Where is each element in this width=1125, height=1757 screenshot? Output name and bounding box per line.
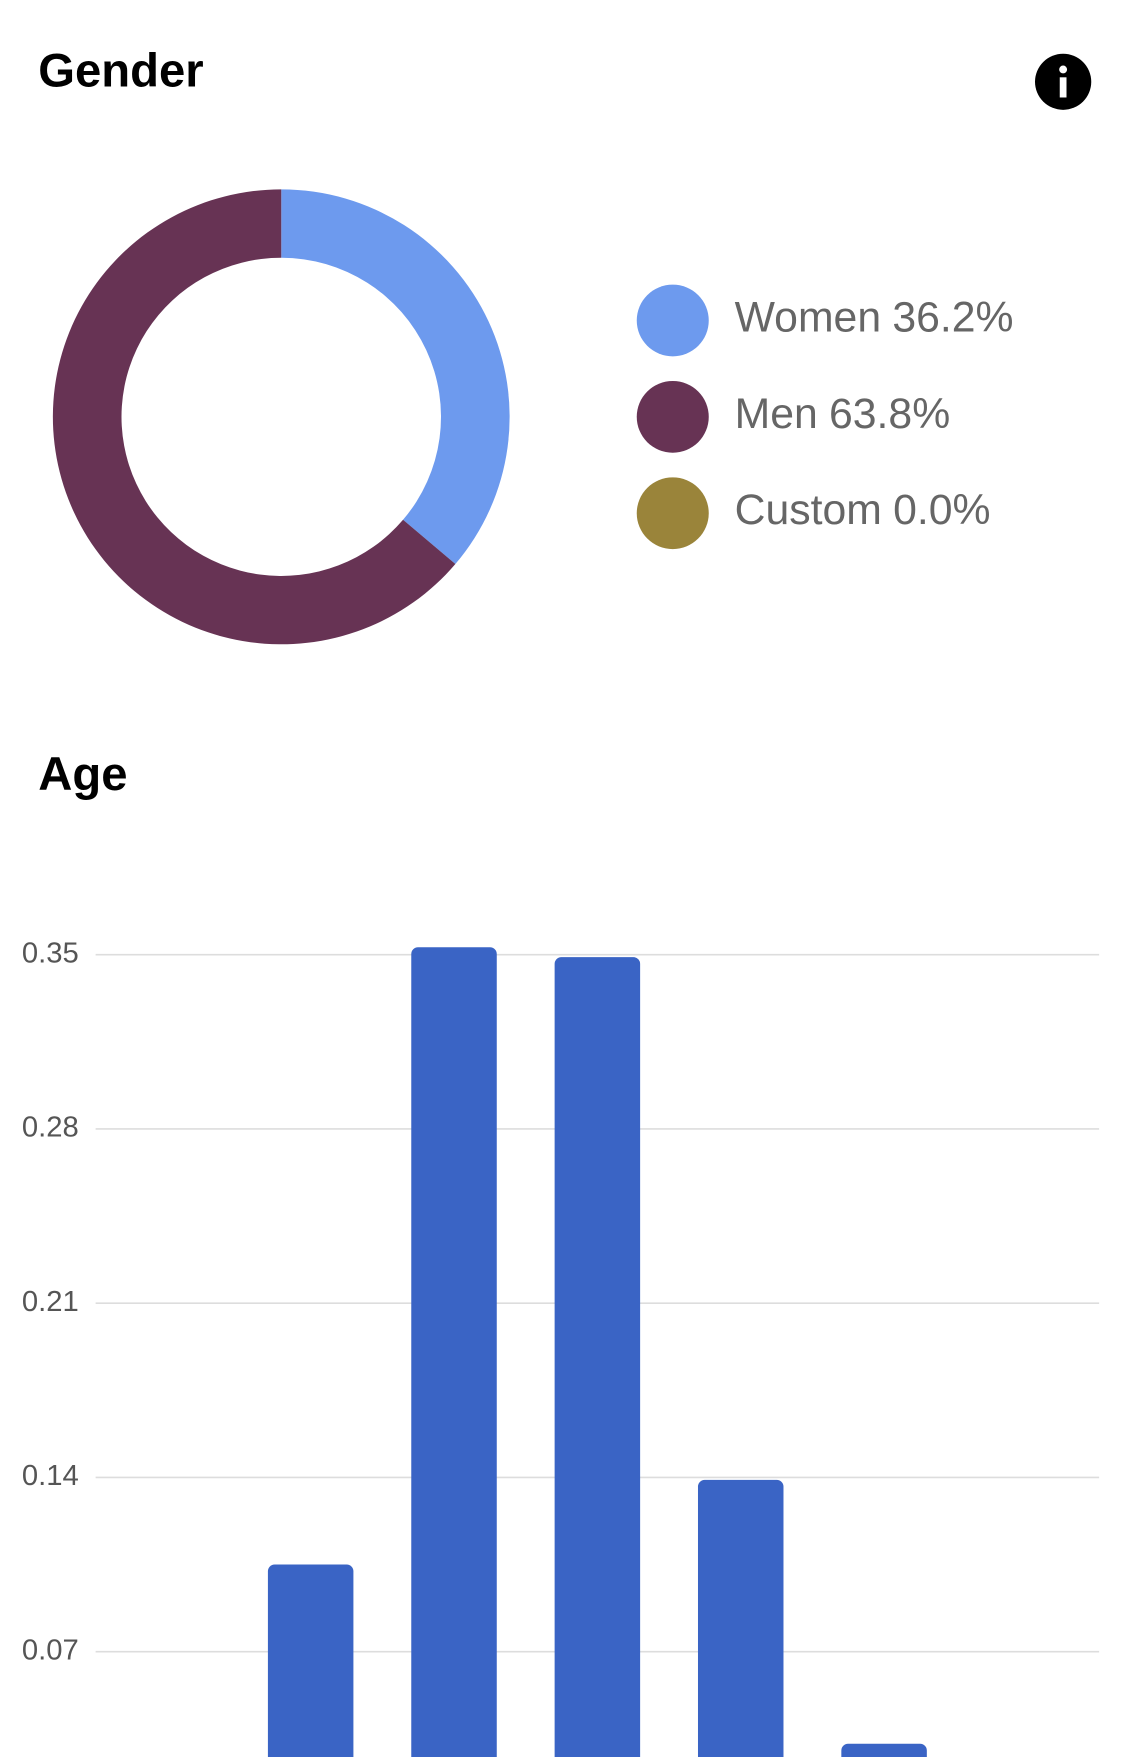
bar xyxy=(697,1479,784,1757)
donut-segment xyxy=(281,189,510,565)
legend-value: 0.0% xyxy=(893,487,990,535)
gender-title: Gender xyxy=(38,43,203,96)
donut-segment xyxy=(52,189,456,645)
info-stem xyxy=(1059,77,1067,98)
y-tick-label: 0.14 xyxy=(22,1460,79,1492)
bar xyxy=(554,957,641,1757)
legend-swatch xyxy=(636,380,709,453)
bar xyxy=(267,1564,354,1757)
info-dot xyxy=(1059,65,1068,74)
legend-category: Women xyxy=(735,294,881,342)
legend-value: 36.2% xyxy=(892,294,1013,342)
y-tick-label: 0.21 xyxy=(22,1286,79,1318)
age-title: Age xyxy=(38,747,127,800)
legend-category: Custom xyxy=(735,487,882,535)
legend-label: Men 63.8% xyxy=(735,390,951,438)
legend-value: 63.8% xyxy=(829,390,950,438)
bar xyxy=(411,947,497,1757)
y-tick-label: 0.28 xyxy=(22,1112,79,1144)
legend-swatch xyxy=(636,284,709,357)
legend-label: Custom 0.0% xyxy=(735,487,991,535)
bar xyxy=(841,1743,927,1757)
legend-category: Men xyxy=(735,390,818,438)
y-tick-label: 0.07 xyxy=(22,1634,79,1666)
legend-swatch xyxy=(636,477,709,550)
legend-label: Women 36.2% xyxy=(735,294,1014,342)
y-tick-label: 0.35 xyxy=(22,937,79,969)
info-button[interactable] xyxy=(1035,53,1092,110)
